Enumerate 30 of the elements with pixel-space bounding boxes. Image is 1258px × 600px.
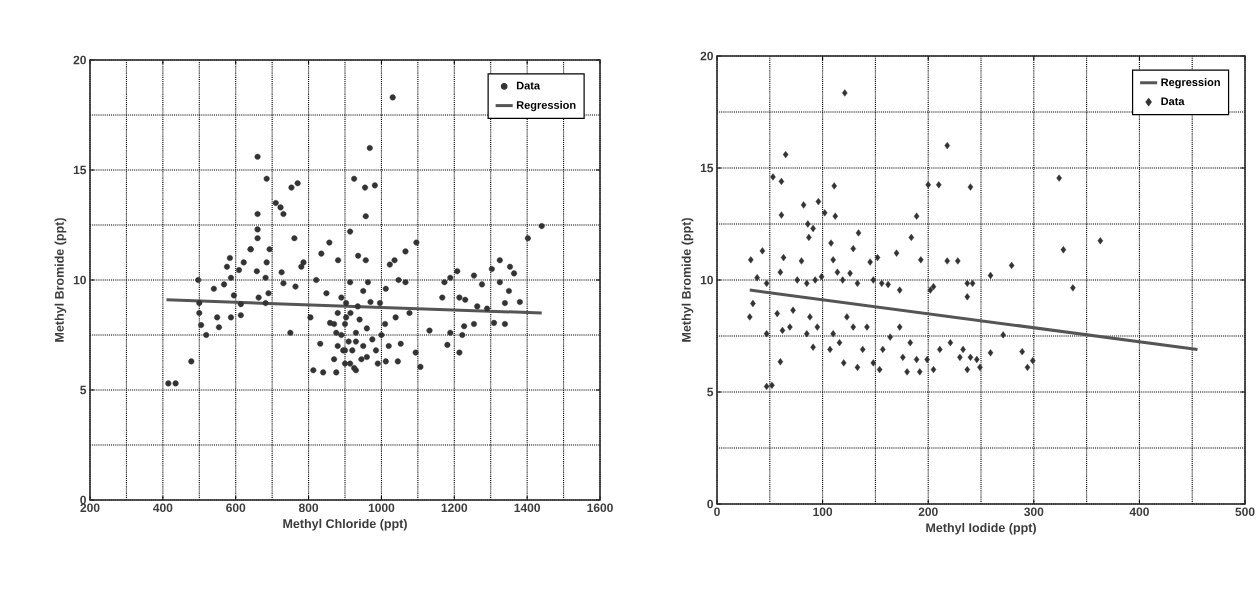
y-tick-label: 20 [73, 55, 86, 65]
y-tick-label: 5 [80, 385, 87, 395]
y-tick-label: 10 [73, 275, 86, 285]
x-tick-label: 800 [298, 503, 319, 513]
x-tick-label: 200 [918, 507, 938, 517]
y-tick-label: 0 [80, 495, 86, 505]
x-tick-label: 500 [1235, 507, 1255, 517]
y-tick-label: 10 [700, 275, 713, 285]
x-tick-label: 300 [1024, 507, 1044, 517]
y-axis-title: Methyl Bromide (ppt) [681, 218, 694, 342]
x-tick-label: 200 [80, 503, 100, 513]
x-tick-label: 1000 [368, 503, 395, 513]
legend-label: Data [1161, 97, 1185, 106]
x-tick-label: 1600 [587, 503, 613, 513]
y-axis-title: Methyl Bromide (ppt) [54, 218, 67, 342]
x-tick-label: 400 [1129, 507, 1149, 517]
y-tick-label: 15 [700, 163, 714, 173]
y-tick-label: 15 [73, 165, 87, 175]
x-axis-title: Methyl Iodide (ppt) [926, 522, 1036, 535]
x-tick-label: 400 [153, 503, 173, 513]
legend-label: Regression [1161, 78, 1220, 89]
x-tick-label: 1200 [441, 503, 468, 513]
x-tick-label: 100 [813, 507, 833, 517]
y-tick-label: 5 [707, 387, 714, 397]
legend-label: Regression [516, 100, 576, 112]
x-tick-label: 600 [226, 503, 246, 513]
legend-label: Data [516, 81, 541, 90]
y-tick-label: 20 [700, 51, 713, 61]
x-axis-title: Methyl Chloride (ppt) [283, 518, 407, 531]
x-tick-label: 1400 [514, 503, 540, 513]
